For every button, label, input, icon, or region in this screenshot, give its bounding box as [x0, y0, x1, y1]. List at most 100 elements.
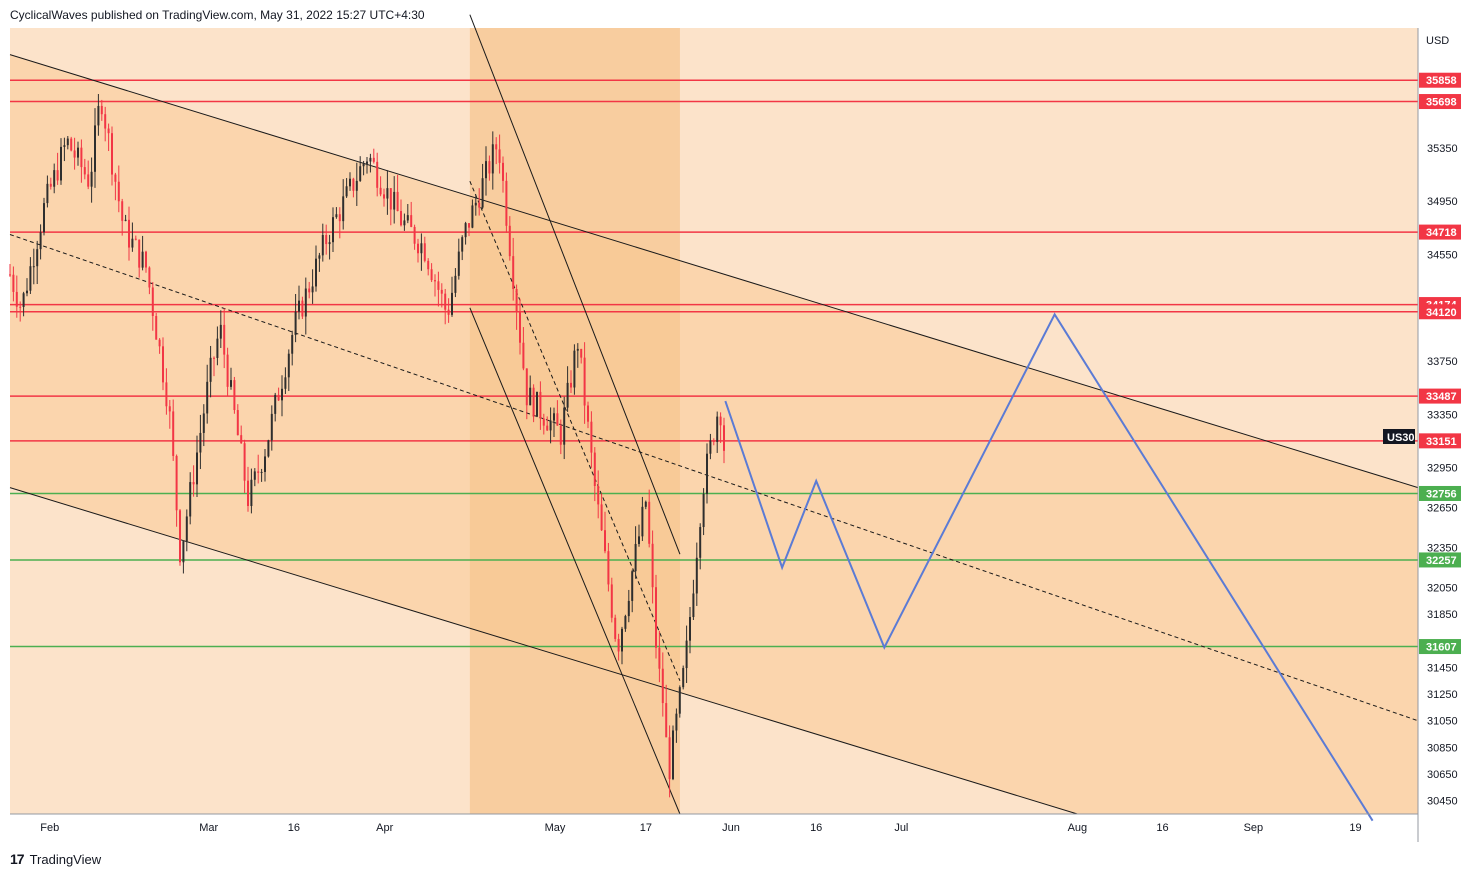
- price-tick-label: 32350: [1427, 543, 1458, 555]
- candle-body: [437, 281, 440, 290]
- candle-body: [83, 167, 86, 175]
- candle-body: [15, 291, 18, 307]
- footer: 17 TradingView: [10, 851, 101, 867]
- candle-body: [638, 536, 640, 544]
- candle-body: [342, 196, 345, 222]
- candle-body: [114, 174, 117, 182]
- candle-body: [100, 105, 103, 115]
- candle-body: [257, 471, 260, 473]
- candle-body: [621, 628, 623, 652]
- candle-body: [488, 161, 491, 174]
- candle-body: [682, 668, 685, 688]
- candle-body: [128, 219, 130, 248]
- price-tick-label: 34550: [1427, 249, 1458, 261]
- candle-body: [185, 516, 188, 542]
- candle-body: [53, 170, 56, 187]
- candle-body: [240, 435, 243, 444]
- candle-body: [702, 493, 705, 528]
- candle-body: [512, 256, 515, 290]
- candle-body: [233, 380, 236, 411]
- candle-body: [138, 239, 141, 268]
- candle-body: [304, 288, 307, 317]
- candle-body: [94, 125, 96, 172]
- level-badge-label: 33151: [1426, 436, 1457, 448]
- price-tick-label: 30450: [1427, 796, 1458, 808]
- candle-body: [131, 238, 134, 248]
- candle-body: [566, 382, 569, 408]
- candle-body: [298, 300, 300, 312]
- main-channel-zone: [10, 54, 1418, 815]
- candle-body: [553, 413, 555, 421]
- level-badge-bg: [1419, 552, 1461, 568]
- candle-body: [644, 501, 647, 507]
- candle-body: [247, 480, 249, 507]
- candle-body: [614, 617, 617, 639]
- candle-body: [502, 162, 504, 181]
- candle-body: [634, 543, 637, 572]
- candle-body: [260, 471, 263, 473]
- candle-body: [573, 350, 576, 388]
- candle-body: [685, 640, 688, 669]
- candle-body: [668, 737, 671, 780]
- candle-body: [345, 186, 348, 197]
- candle-body: [315, 258, 317, 287]
- candle-body: [570, 382, 572, 388]
- candle-body: [165, 382, 168, 407]
- price-tick-label: 34950: [1427, 196, 1458, 208]
- candle-body: [464, 223, 467, 238]
- candle-body: [124, 219, 127, 221]
- level-badge-bg: [1419, 485, 1461, 501]
- candle-body: [454, 275, 457, 293]
- candle-body: [182, 541, 185, 563]
- highlight-zones: [10, 28, 1418, 815]
- price-axis[interactable]: 35350 34950 34550 33750 33350 32950 32650 32350…: [1427, 143, 1458, 808]
- candle-body: [196, 452, 198, 485]
- candle-body: [576, 348, 579, 351]
- candle-body: [22, 293, 25, 307]
- candle-body: [73, 150, 76, 158]
- candle-body: [253, 471, 256, 480]
- candle-body: [542, 418, 545, 426]
- candle-body: [563, 407, 566, 445]
- candle-body: [43, 203, 45, 233]
- candle-body: [206, 381, 209, 414]
- candle-body: [675, 713, 678, 731]
- candle-body: [338, 214, 341, 222]
- candle-body: [604, 530, 606, 552]
- candle-body: [590, 421, 593, 453]
- candle-body: [121, 201, 124, 221]
- candle-body: [600, 504, 603, 531]
- candle-body: [60, 146, 62, 181]
- candle-body: [413, 226, 416, 244]
- time-tick-label: Jul: [894, 822, 908, 834]
- candle-body: [189, 482, 192, 517]
- candle-body: [362, 163, 365, 167]
- trendlines: [9, 14, 1419, 815]
- candle-body: [651, 543, 654, 588]
- time-tick-label: Feb: [40, 822, 59, 834]
- candle-body: [281, 388, 283, 401]
- candle-body: [522, 342, 525, 369]
- level-badge-bg: [1419, 94, 1461, 110]
- candle-body: [328, 242, 331, 245]
- candle-body: [56, 170, 59, 181]
- time-axis[interactable]: Feb Mar 16 Apr May 17 Jun 16 Jul Aug 16 Sep 19: [40, 822, 1361, 834]
- candle-body: [369, 157, 372, 162]
- candle-body: [410, 215, 413, 227]
- candle-body: [192, 482, 195, 485]
- candle-body: [597, 485, 600, 505]
- candle-body: [583, 357, 586, 406]
- candle-body: [447, 309, 450, 315]
- candle-body: [335, 214, 338, 218]
- candle-body: [172, 411, 175, 456]
- level-badge-bg: [1419, 304, 1461, 320]
- candle-body: [155, 315, 158, 340]
- candle-body: [434, 280, 436, 282]
- candle-body: [379, 187, 382, 195]
- time-tick-label: 17: [640, 822, 652, 834]
- channel-upper-line: [9, 54, 1419, 489]
- candle-body: [301, 300, 304, 317]
- candle-body: [393, 191, 396, 210]
- candle-body: [230, 380, 232, 387]
